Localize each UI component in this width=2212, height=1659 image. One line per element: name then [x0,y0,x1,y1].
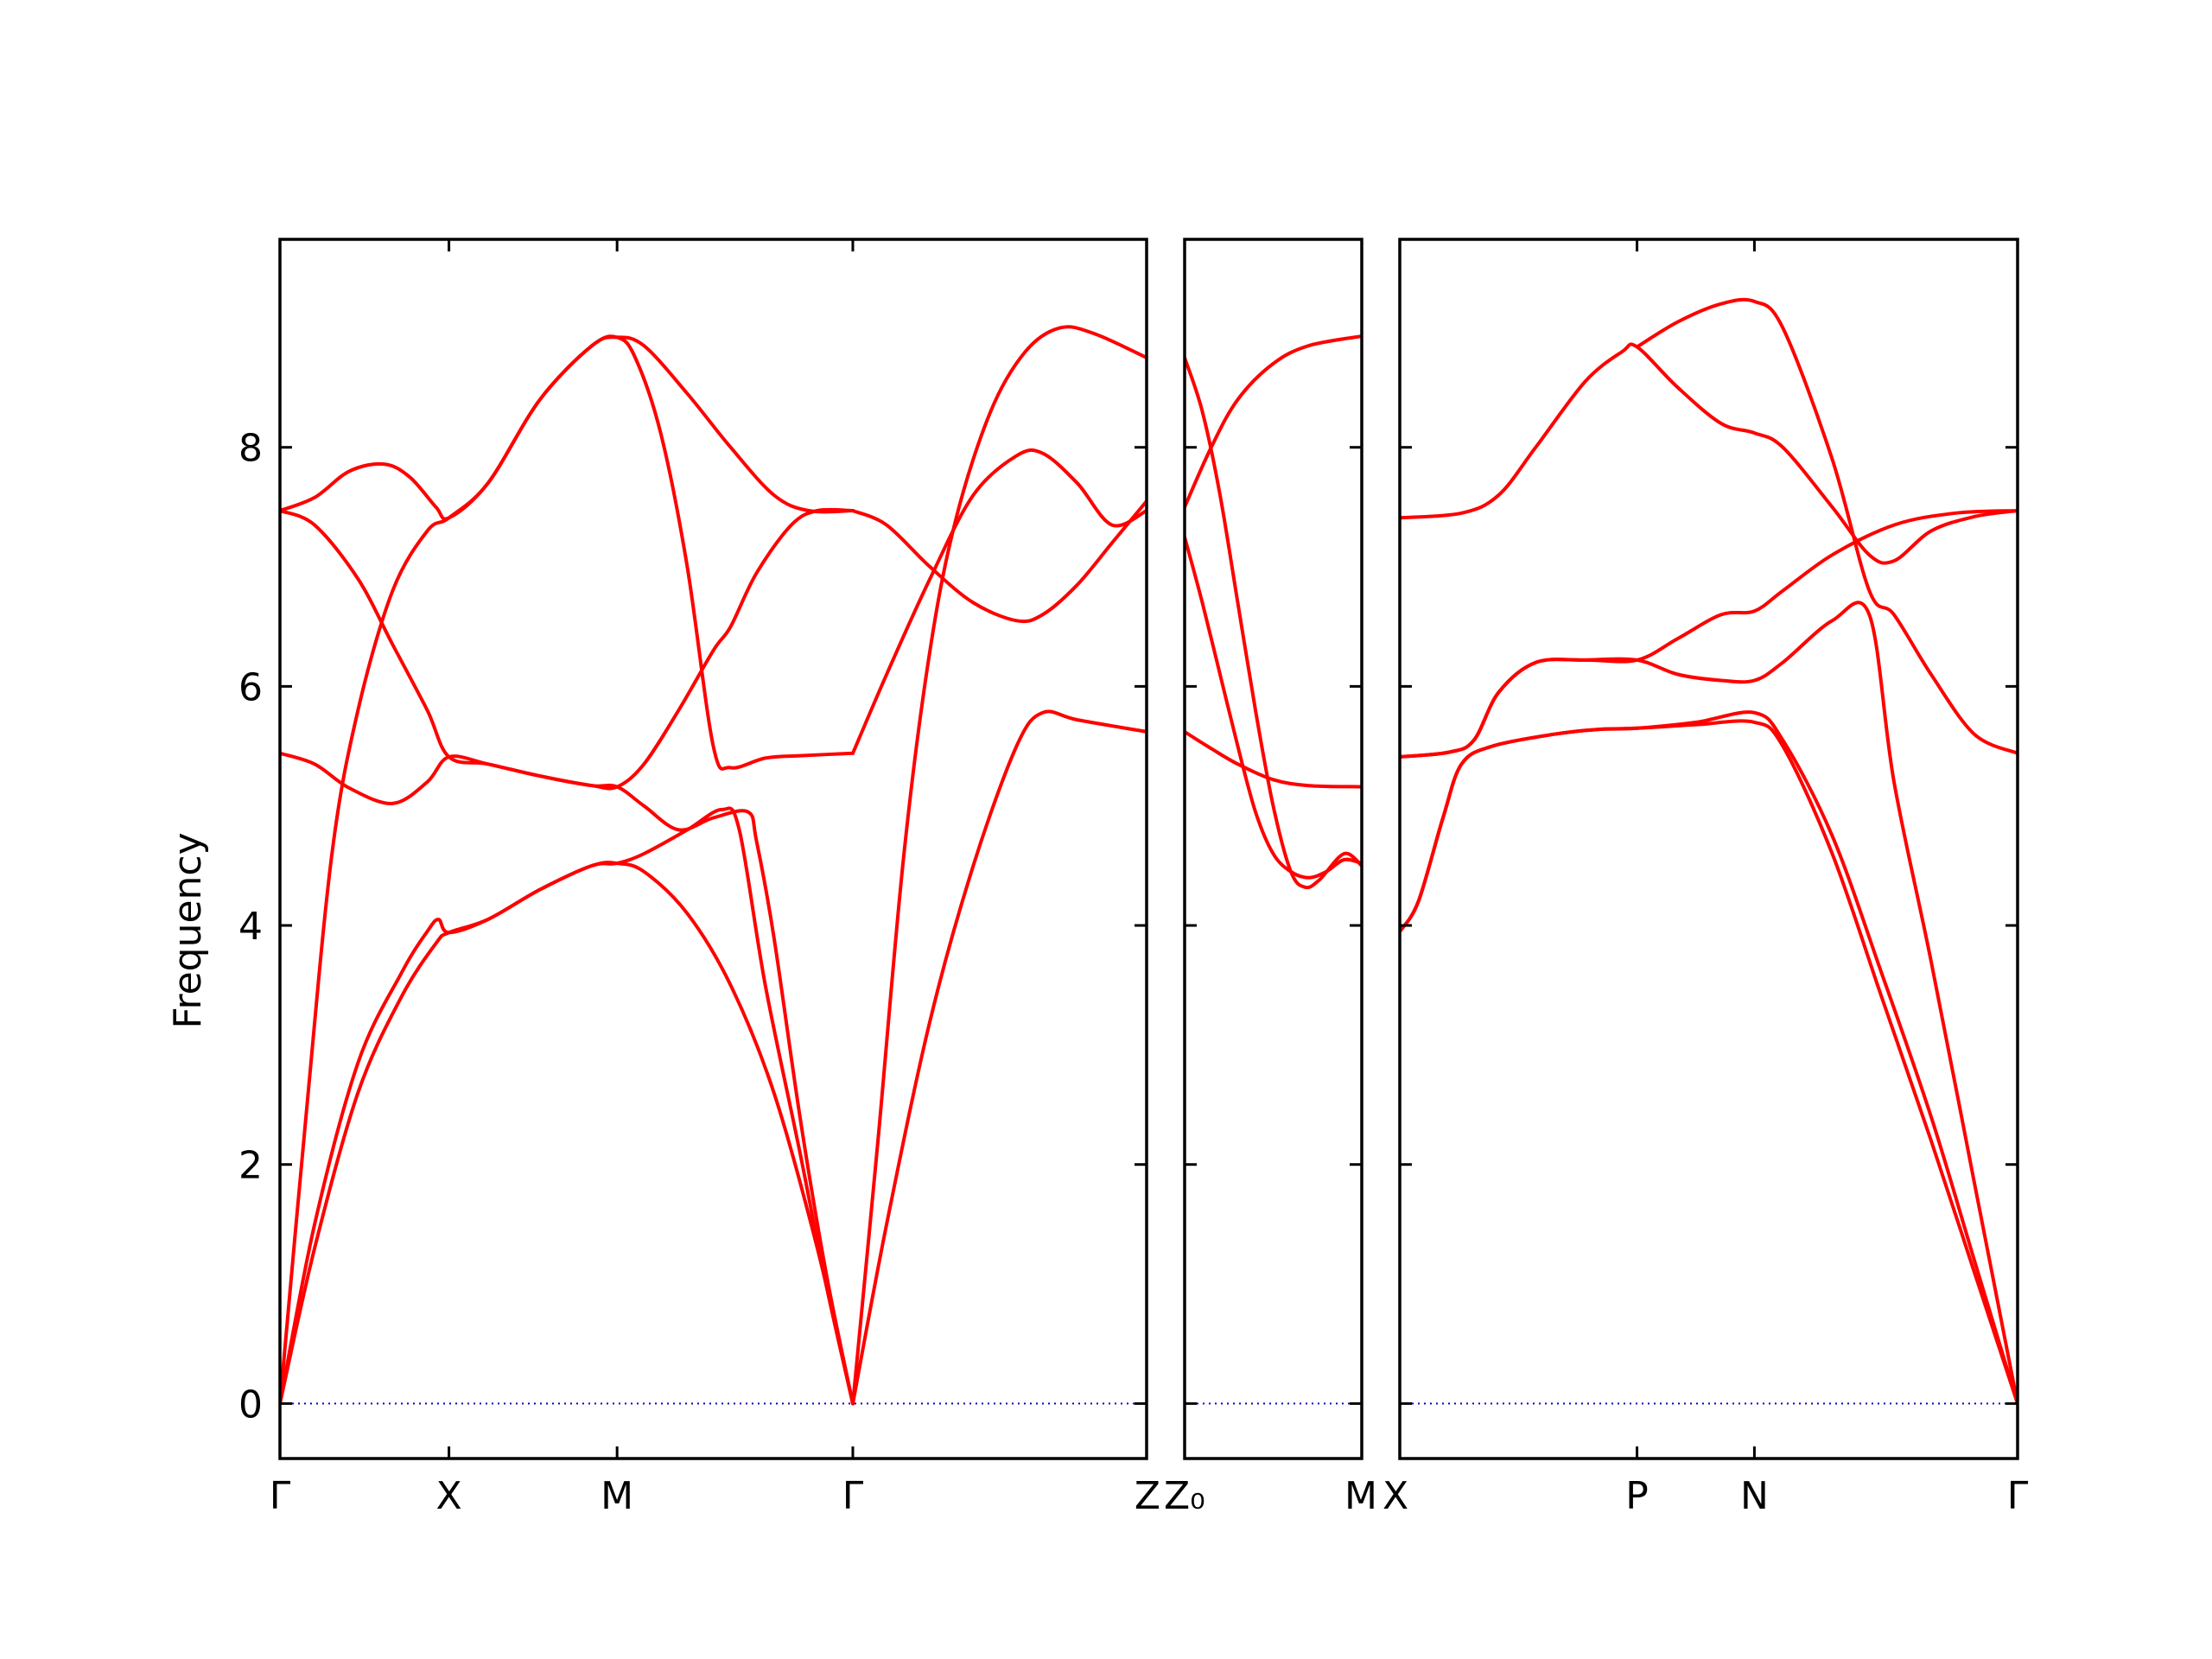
band-6 [1635,297,2018,755]
x-tick-label: X [1382,1474,1408,1518]
band-4 [1185,729,1362,789]
band-5 [280,509,855,1406]
band-2 [1400,710,2018,1406]
panel-2: Z₀ M [1164,238,1377,1518]
x-tick-label: X [436,1474,462,1518]
bands [280,325,1147,1406]
band-7 [851,709,1147,1406]
band-10 [851,325,1147,1406]
band-8 [851,448,1147,755]
band-2 [280,806,855,1406]
band-9 [851,499,1147,624]
band-2 [1185,356,1362,890]
x-tick-label: Z₀ [1164,1474,1205,1518]
panel-frame [1398,238,2019,1460]
x-tick-label: Z [1135,1474,1160,1518]
band-6 [280,335,855,521]
x-tick-label: M [1344,1474,1377,1518]
band-4 [280,507,855,805]
x-tick-label: Γ [2007,1474,2029,1518]
band-5 [1400,342,2018,565]
bands [1400,297,2018,1406]
x-tick-label: N [1740,1474,1769,1518]
y-tick-label: 2 [238,1144,263,1188]
x-tick-label: P [1625,1474,1649,1518]
panel-frame [278,238,1148,1460]
panel-frame [1183,238,1363,1460]
band-3 [1185,535,1362,880]
band-4 [1400,509,2018,759]
y-axis-label: Frequency [166,832,210,1028]
bands [1185,334,1362,890]
y-tick-label: 0 [238,1382,263,1427]
y-tick-labels: 0 2 4 6 8 [238,427,263,1427]
y-tick-label: 8 [238,427,263,471]
x-tick-label: Γ [842,1474,864,1518]
x-tick-label: Γ [270,1474,291,1518]
y-tick-label: 6 [238,665,263,709]
x-tick-label: M [601,1474,633,1518]
band-1 [1185,334,1362,509]
y-tick-label: 4 [238,905,263,949]
